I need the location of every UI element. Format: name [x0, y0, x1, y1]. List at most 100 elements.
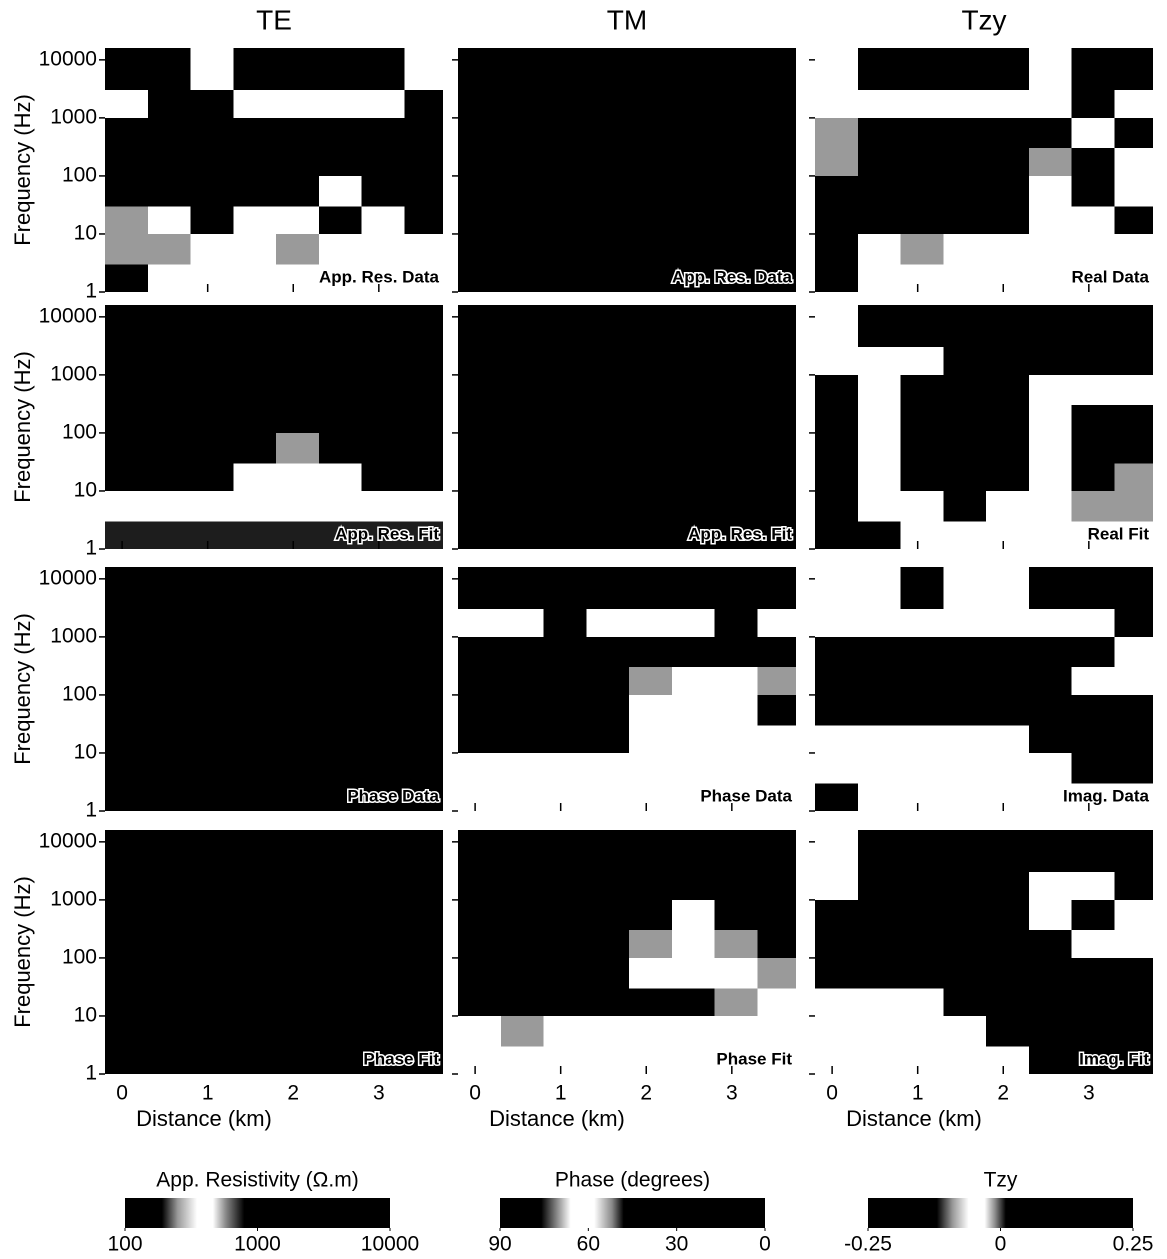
cell — [500, 233, 545, 265]
cell — [857, 1046, 902, 1074]
cell — [900, 405, 944, 434]
cell — [900, 233, 944, 265]
cell — [586, 567, 630, 610]
cell — [361, 783, 405, 811]
cell — [986, 432, 1030, 464]
colorbar-title: App. Resistivity (Ω.m) — [156, 1169, 358, 1192]
cell — [1071, 725, 1115, 754]
y-tick-label: 1 — [85, 537, 97, 560]
cell — [276, 899, 320, 931]
cell — [900, 1046, 944, 1074]
cell — [543, 264, 587, 292]
cell — [586, 872, 630, 901]
cell — [857, 48, 902, 91]
cell — [757, 117, 796, 149]
cell — [1071, 305, 1115, 348]
cell — [586, 752, 630, 784]
cell — [318, 694, 363, 726]
cells — [815, 48, 1153, 292]
cell — [1071, 1046, 1115, 1074]
cell — [1114, 1046, 1153, 1074]
cell — [543, 567, 587, 610]
cell — [458, 264, 502, 292]
cell — [815, 206, 859, 235]
cell — [147, 567, 192, 610]
cell — [318, 264, 363, 292]
y-tick-label: 1 — [85, 799, 97, 822]
cell — [458, 347, 502, 376]
panel-label: Real Fit — [1088, 524, 1150, 543]
cell — [629, 988, 673, 1017]
cell — [458, 117, 502, 149]
cell — [671, 609, 716, 638]
cell — [318, 725, 363, 754]
cell — [815, 521, 859, 549]
cell — [458, 490, 502, 522]
cell — [404, 872, 443, 901]
cell — [318, 206, 363, 235]
cell — [1028, 609, 1073, 638]
cell — [105, 899, 149, 931]
cell — [857, 872, 902, 901]
cell — [586, 1046, 630, 1074]
panel: Phase Data — [452, 567, 796, 812]
cell — [276, 305, 320, 348]
cell — [757, 148, 796, 177]
y-tick-label: 1000 — [50, 887, 97, 910]
cell — [276, 175, 320, 207]
x-axis-label: Distance (km) — [136, 1106, 272, 1131]
x-tick-label: 1 — [555, 1082, 567, 1105]
cell — [757, 175, 796, 207]
cell — [318, 521, 363, 549]
cell — [105, 374, 149, 406]
cell — [318, 830, 363, 873]
cell — [190, 609, 234, 638]
cell — [318, 305, 363, 348]
cell — [714, 117, 758, 149]
cell — [500, 521, 545, 549]
y-tick-label: 10 — [74, 1004, 97, 1027]
cell — [629, 752, 673, 784]
cell — [233, 405, 277, 434]
cell — [714, 490, 758, 522]
cell — [986, 264, 1030, 292]
cell — [757, 1015, 796, 1047]
cell — [671, 1046, 716, 1074]
cells — [458, 567, 796, 811]
cell — [361, 463, 405, 492]
cell — [190, 432, 234, 464]
cell — [1028, 988, 1073, 1017]
cell — [361, 567, 405, 610]
cell — [586, 930, 630, 959]
cell — [1071, 694, 1115, 726]
cell — [986, 148, 1030, 177]
cell — [1028, 148, 1073, 177]
cell — [147, 206, 192, 235]
cell — [361, 609, 405, 638]
cell — [815, 405, 859, 434]
cell — [404, 463, 443, 492]
cell — [147, 667, 192, 696]
cell — [276, 90, 320, 119]
cell — [361, 48, 405, 91]
cell — [815, 872, 859, 901]
cell — [543, 988, 587, 1017]
x-tick-label: 3 — [726, 1082, 738, 1105]
cell — [233, 567, 277, 610]
cell — [105, 783, 149, 811]
cell — [857, 752, 902, 784]
cell — [943, 636, 987, 668]
cell — [629, 90, 673, 119]
cell — [361, 1046, 405, 1074]
cell — [757, 988, 796, 1017]
cell — [757, 48, 796, 91]
colorbar-tick-label: 0 — [995, 1233, 1007, 1256]
cell — [500, 725, 545, 754]
cell — [943, 264, 987, 292]
cell — [943, 957, 987, 989]
cell — [714, 783, 758, 811]
cell — [900, 830, 944, 873]
cell — [757, 405, 796, 434]
cell — [629, 830, 673, 873]
cell — [943, 609, 987, 638]
